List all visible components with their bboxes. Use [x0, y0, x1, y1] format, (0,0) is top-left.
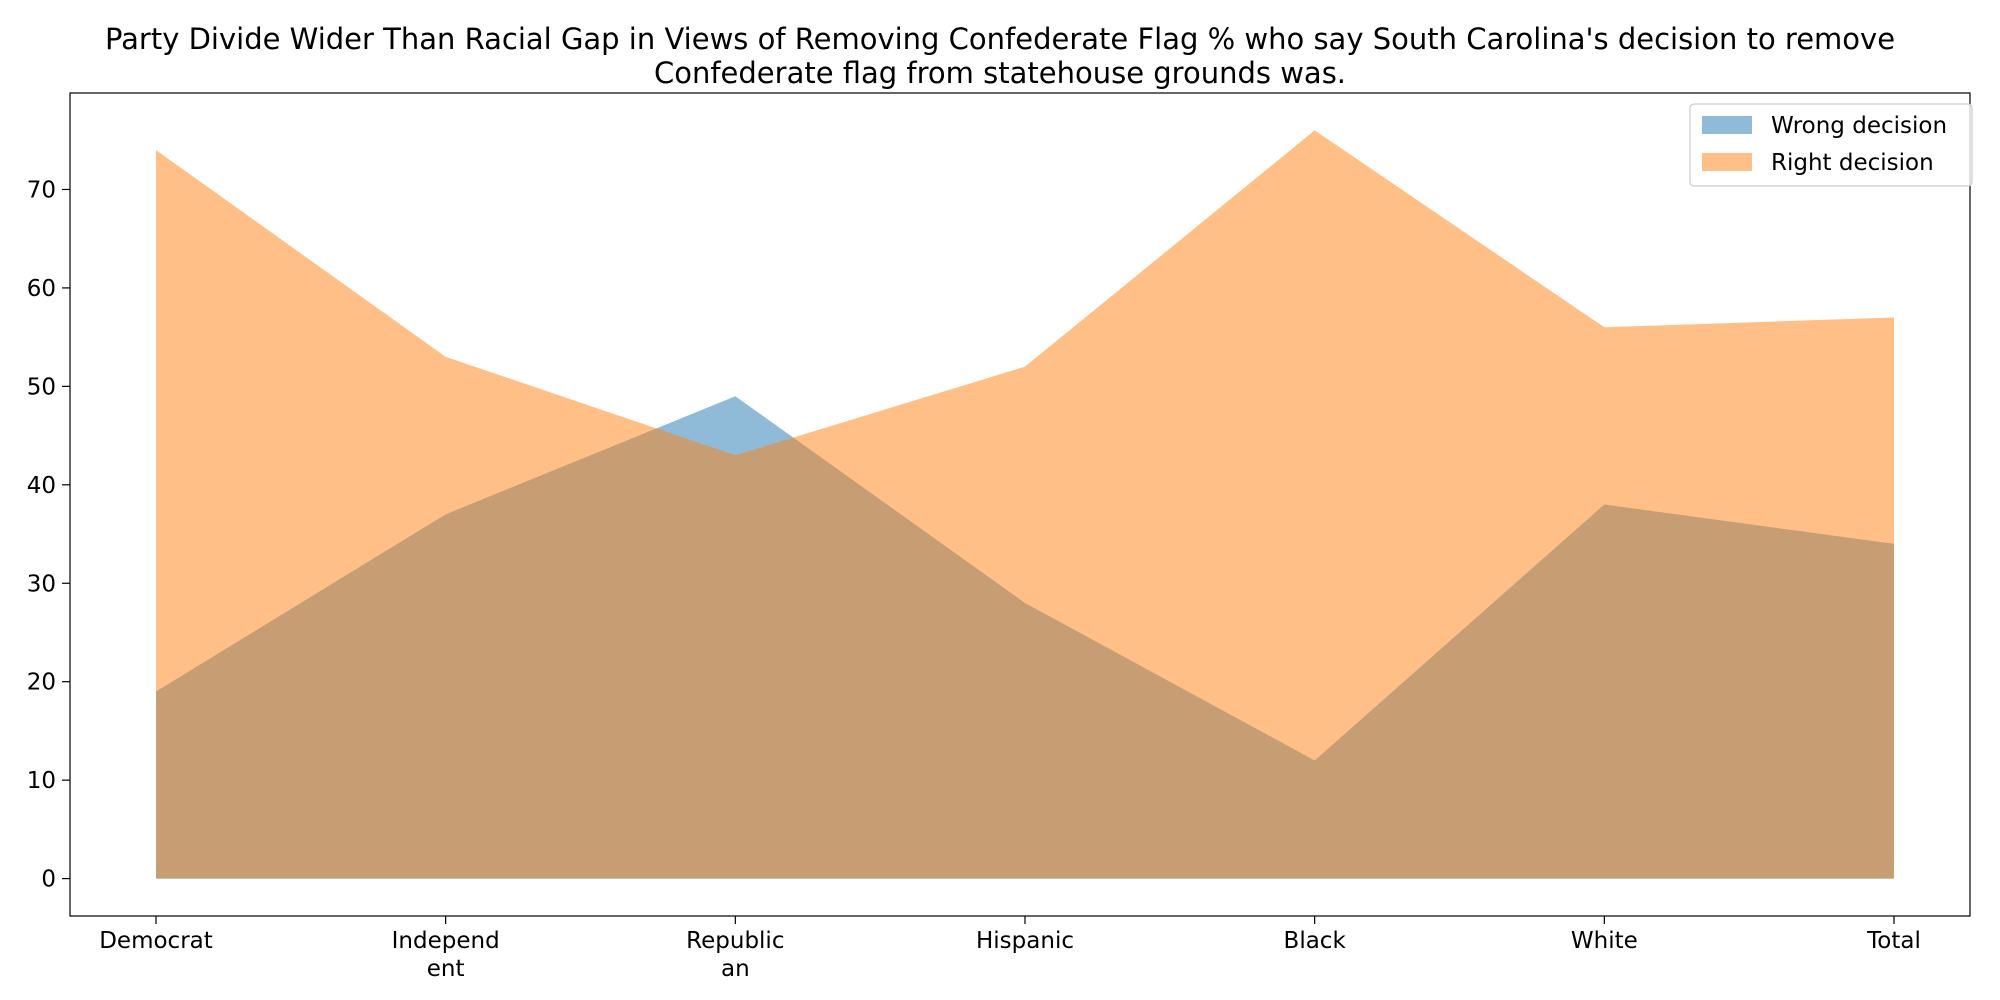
x-tick-label: Democrat — [99, 928, 213, 954]
legend-label: Wrong decision — [1771, 113, 1947, 139]
x-tick-label: ent — [427, 956, 465, 982]
x-tick-label: Hispanic — [976, 928, 1074, 954]
chart-title-line: Confederate flag from statehouse grounds… — [654, 56, 1346, 90]
y-tick-label: 20 — [27, 670, 56, 696]
x-tick-label: Republic — [686, 928, 784, 954]
x-tick-label: Total — [1866, 928, 1921, 954]
x-tick-label: an — [721, 956, 750, 982]
y-tick-label: 30 — [27, 571, 56, 597]
legend: Wrong decision Right decision — [1689, 103, 1973, 187]
y-tick-label: 40 — [27, 473, 56, 499]
area-series-group — [156, 130, 1894, 879]
y-tick-label: 50 — [27, 374, 56, 400]
legend-label: Right decision — [1771, 150, 1934, 176]
legend-swatch — [1702, 153, 1752, 171]
x-tick-label: White — [1571, 928, 1638, 954]
area-series-right-decision — [156, 130, 1894, 879]
y-tick-label: 60 — [27, 276, 56, 302]
chart-title-line: Party Divide Wider Than Racial Gap in Vi… — [105, 22, 1895, 56]
legend-swatch — [1702, 116, 1752, 134]
y-tick-label: 70 — [27, 177, 56, 203]
y-tick-label: 0 — [41, 867, 56, 893]
chart-title: Party Divide Wider Than Racial Gap in Vi… — [105, 22, 1895, 90]
x-tick-label: Independ — [392, 928, 500, 954]
y-axis: 0 10 20 30 40 50 60 70 — [27, 177, 70, 893]
y-tick-label: 10 — [27, 768, 56, 794]
legend-box — [1689, 103, 1973, 187]
x-tick-label: Black — [1284, 928, 1347, 954]
